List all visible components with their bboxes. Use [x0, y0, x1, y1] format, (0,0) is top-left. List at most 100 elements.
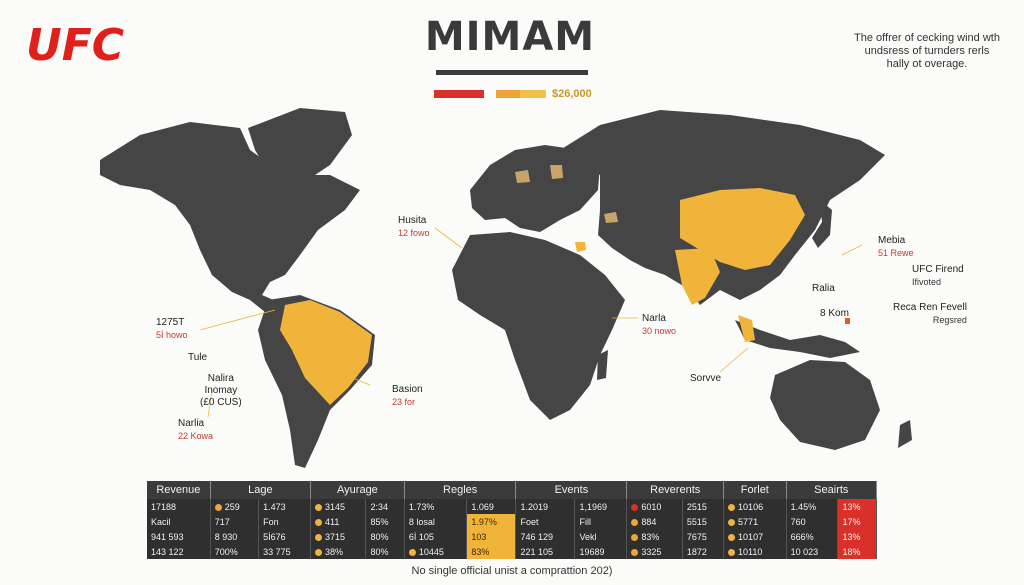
col-seairts: Seairts — [786, 481, 878, 499]
table-header-row: Revenue Lage Ayurage Regles Events Rever… — [147, 481, 878, 499]
map-label-7: Narla 30 nowo — [642, 313, 677, 336]
col-regles: Regles — [404, 481, 517, 499]
cell: Fon — [258, 514, 312, 529]
map-label-11: Ralia — [812, 283, 835, 294]
col-reverents: Reverents — [626, 481, 725, 499]
svg-text:UFC: UFC — [26, 20, 124, 68]
cell: 13% — [837, 529, 877, 544]
map-label-8: Sorvve — [690, 373, 722, 384]
col-ayurage: Ayurage — [310, 481, 405, 499]
cell: 85% — [365, 514, 405, 529]
leader-lines — [199, 227, 863, 418]
cell: 1,1969 — [574, 499, 628, 514]
map-label-6: Basion 23 for — [392, 384, 423, 407]
india-highlight — [675, 248, 720, 305]
map-label-9: Mebia 51 Rewe — [878, 235, 914, 258]
cell: 10107 — [723, 529, 787, 544]
table-row: 143 122 700% 33 775 38% 80% 10445 83% 22… — [147, 544, 877, 559]
cell: 1.069 — [466, 499, 517, 514]
africa — [452, 232, 625, 420]
cell: 19689 — [574, 544, 628, 559]
highlight-regions — [280, 165, 850, 405]
europe-highlight — [515, 170, 530, 183]
cell: 10110 — [723, 544, 787, 559]
cell: 2515 — [682, 499, 725, 514]
col-events: Events — [515, 481, 628, 499]
cell: 746 129 — [515, 529, 576, 544]
australia-marker — [845, 318, 850, 324]
cell: 13% — [837, 499, 877, 514]
middle-east-highlight — [575, 242, 586, 252]
australia — [770, 360, 880, 450]
legend-swatch-yellow — [520, 90, 546, 98]
cell: 3715 — [310, 529, 367, 544]
legend-swatch-orange — [496, 90, 520, 98]
map-label-10: UFC Firend Ifivoted — [912, 264, 964, 287]
cell: 1872 — [682, 544, 725, 559]
new-zealand — [898, 420, 912, 448]
cell: Fill — [574, 514, 628, 529]
cell: 941 593 — [147, 529, 211, 544]
cell: 83% — [466, 544, 517, 559]
cell: 17% — [837, 514, 877, 529]
footer-note: No single official unist a comprattion 2… — [411, 565, 613, 577]
cell: 10445 — [404, 544, 468, 559]
legend-bar: $26,000 — [434, 88, 592, 100]
japan — [812, 200, 832, 248]
mideast-highlight-2 — [604, 212, 618, 223]
brazil-highlight — [280, 300, 372, 405]
table-row: 17188 259 1.473 3145 2:34 1.73% 1.069 1.… — [147, 499, 877, 514]
cell: 8 losal — [404, 514, 468, 529]
cell: 221 105 — [515, 544, 576, 559]
china-highlight — [680, 188, 805, 270]
cell: 700% — [210, 544, 260, 559]
col-lage: Lage — [210, 481, 312, 499]
cell: 17188 — [147, 499, 211, 514]
cell: 80% — [365, 529, 405, 544]
cell: 83% — [626, 529, 683, 544]
cell: 666% — [786, 529, 839, 544]
legend-swatch-red — [434, 90, 484, 98]
cell: 760 — [786, 514, 839, 529]
europe — [470, 145, 600, 232]
cell: 10106 — [723, 499, 787, 514]
map-label-12: 8 Kom — [820, 308, 849, 319]
continents — [100, 108, 912, 468]
cell: 103 — [466, 529, 517, 544]
cell: 80% — [365, 544, 405, 559]
note-text: The offrer of cecking wind wth undsress … — [854, 32, 1000, 70]
page-title: MIMAM — [424, 14, 596, 60]
cell: 884 — [626, 514, 683, 529]
cell: 5515 — [682, 514, 725, 529]
north-america — [100, 122, 360, 318]
cell: 5İ676 — [258, 529, 312, 544]
cell: 259 — [210, 499, 260, 514]
cell: 6İ 105 — [404, 529, 468, 544]
ufc-logo: UFC — [26, 20, 124, 68]
cell: Kacil — [147, 514, 211, 529]
stats-table: Revenue Lage Ayurage Regles Events Rever… — [147, 481, 878, 559]
cell: 717 — [210, 514, 260, 529]
map-label-5: Narlia 22 Kowa — [178, 418, 214, 441]
map-label-3: Tule — [188, 352, 208, 363]
cell: 6010 — [626, 499, 683, 514]
cell: 1.2019 — [515, 499, 576, 514]
col-forlet: Forlet — [723, 481, 787, 499]
cell: 1.45% — [786, 499, 839, 514]
map-label-4: Nalira Inomay (£0 CUS) — [200, 373, 242, 408]
cell: 3145 — [310, 499, 367, 514]
cell: 1.473 — [258, 499, 312, 514]
table-row: Kacil 717 Fon 411 85% 8 losal 1.97% Foet… — [147, 514, 877, 529]
cell: 33 775 — [258, 544, 312, 559]
cell: 3325 — [626, 544, 683, 559]
cell: Vekl — [574, 529, 628, 544]
cell: 38% — [310, 544, 367, 559]
cell: 8 930 — [210, 529, 260, 544]
greenland — [248, 108, 352, 185]
table-row: 941 593 8 930 5İ676 3715 80% 6İ 105 103 … — [147, 529, 877, 544]
cell: 7675 — [682, 529, 725, 544]
europe-highlight-2 — [550, 165, 563, 179]
col-revenue: Revenue — [147, 481, 211, 499]
map-label-1: Husita 12 fowo — [398, 215, 430, 238]
